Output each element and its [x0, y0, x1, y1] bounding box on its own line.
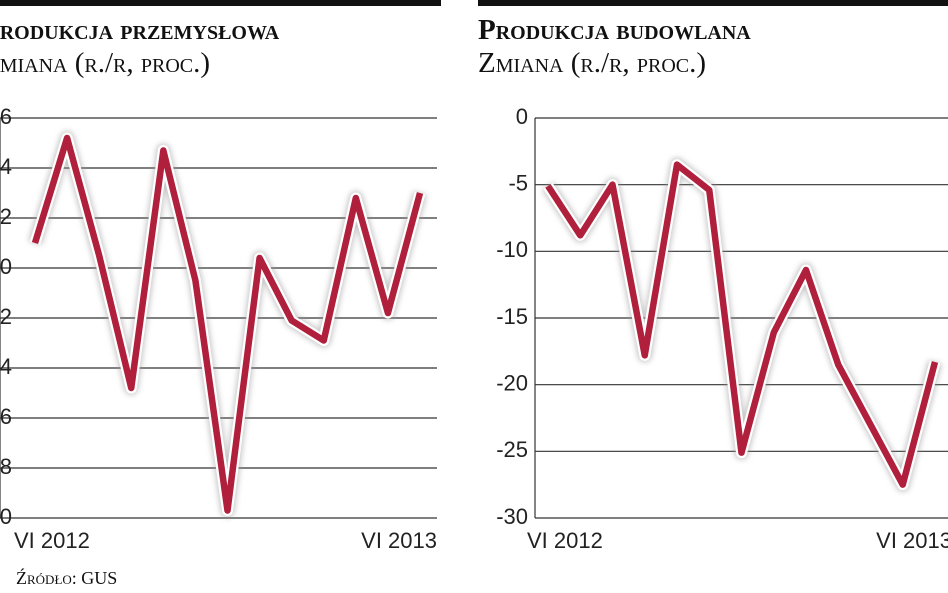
y-tick-label: -10	[0, 504, 12, 529]
chart-title: Produkcja przemysłowa	[0, 14, 280, 46]
y-tick-label: -5	[508, 170, 528, 195]
source: Źródło: GUS	[16, 567, 117, 588]
y-tick-label: 0	[0, 254, 12, 279]
x-tick-label: VI 2013	[876, 528, 948, 553]
chart-title: Produkcja budowlana	[478, 14, 751, 46]
y-tick-label: 4	[0, 154, 12, 179]
x-tick-label: VI 2012	[14, 528, 90, 553]
y-tick-label: 6	[0, 104, 12, 129]
y-tick-label: -25	[496, 437, 528, 462]
data-line	[31, 134, 424, 514]
y-tick-label: -6	[0, 404, 12, 429]
line-shadow	[28, 131, 427, 518]
chart-subtitle: Zmiana (r./r, proc.)	[0, 47, 210, 79]
y-tick-label: 2	[0, 204, 12, 229]
y-tick-label: -10	[496, 237, 528, 262]
line-halo	[29, 132, 426, 516]
y-tick-label: -8	[0, 454, 12, 479]
top-bar	[0, 0, 441, 6]
chart-subtitle: Zmiana (r./r, proc.)	[478, 47, 706, 79]
y-tick-label: -4	[0, 354, 12, 379]
top-bar	[478, 0, 948, 6]
data-line	[545, 161, 939, 488]
y-tick-label: -20	[496, 370, 528, 395]
x-tick-label: VI 2012	[527, 528, 603, 553]
x-tick-label: VI 2013	[361, 528, 437, 553]
y-tick-label: -30	[496, 504, 528, 529]
y-tick-label: -2	[0, 304, 12, 329]
y-tick-label: 0	[516, 104, 528, 129]
y-tick-label: -15	[496, 304, 528, 329]
